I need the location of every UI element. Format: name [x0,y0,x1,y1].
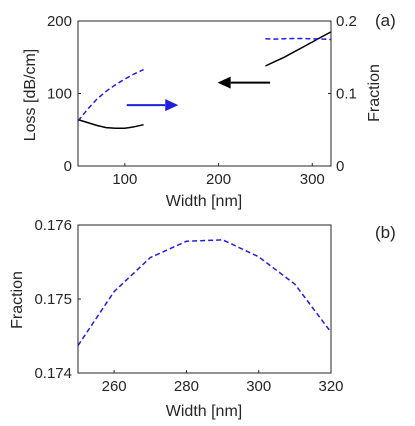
panel-a-series-line-1 [77,118,144,130]
panel-a-ticks: 100 200 300 0 100 200 0 0.1 0.2 [47,13,357,188]
panel-b-y-tick-label: 0.174 [34,365,72,382]
panel-a-series-line-4 [265,37,332,41]
panel-a-arrows [126,76,271,112]
panel-a-label: (a) [375,11,396,30]
panel-a-right-tick-label: 0.2 [336,13,357,30]
panel-b-x-tick-label: 260 [102,378,127,395]
panel-a: 100 200 300 0 100 200 0 0.1 0.2 Loss [dB/cm] Fra… [22,11,396,210]
panel-a-series [77,31,332,130]
panel-b-y-axis-label: Fraction [9,271,26,329]
panel-a-x-axis-label: Width [nm] [166,193,242,210]
panel-a-left-axis-label: Loss [dB/cm] [22,49,39,141]
panel-a-right-tick-label: 0 [336,158,344,175]
panel-a-right-axis-label: Fraction [366,64,383,122]
panel-a-series-line-2 [265,31,332,67]
panel-b-label: (b) [375,223,396,242]
panel-b-series-line-1 [77,239,332,347]
panel-a-x-tick-label: 100 [112,171,137,188]
panel-b-y-tick-label: 0.175 [34,291,72,308]
panel-a-x-tick-label: 200 [206,171,231,188]
panel-b-y-tick-label: 0.176 [34,217,72,234]
panel-a-arrow-head-1 [165,99,179,112]
panel-a-axes-frame [77,20,332,167]
panel-b-x-tick-label: 280 [174,378,199,395]
panel-b-axes-frame [77,224,332,374]
panel-b-x-axis-label: Width [nm] [166,403,242,420]
panel-b-x-tick-label: 300 [246,378,271,395]
panel-b-series [77,239,332,347]
panel-b-ticks: 260 280 300 320 0.174 0.175 0.176 [34,217,343,395]
panel-a-left-tick-label: 0 [64,158,72,175]
panel-a-arrow-head-2 [217,76,231,89]
panel-b-x-tick-label: 320 [318,378,343,395]
panel-a-right-tick-label: 0.1 [336,86,357,103]
panel-a-left-tick-label: 200 [47,13,72,30]
panel-a-x-tick-label: 300 [300,171,325,188]
panel-b: 260 280 300 320 0.174 0.175 0.176 Fraction Wid… [9,217,396,420]
panel-a-left-tick-label: 100 [47,86,72,103]
panel-a-series-line-3 [77,68,144,122]
